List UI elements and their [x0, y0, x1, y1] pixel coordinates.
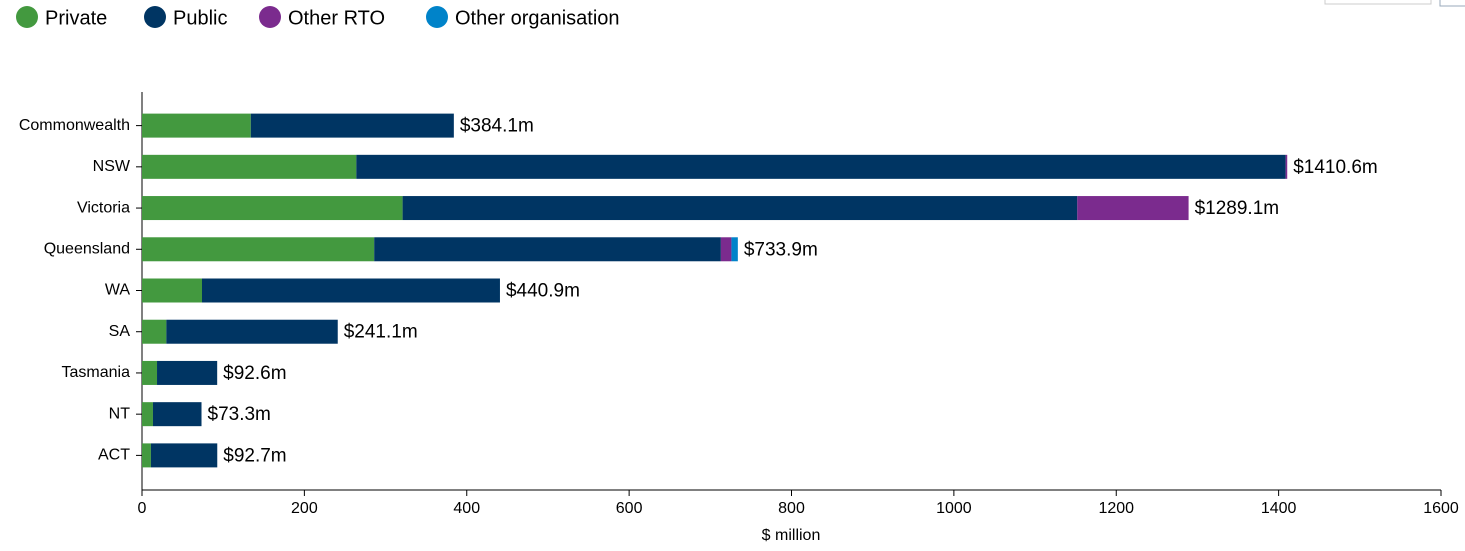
x-tick-label: 0: [138, 500, 147, 517]
bar-segment: [250, 113, 454, 138]
bar-segment: [374, 237, 721, 262]
y-tick-label: Commonwealth: [19, 117, 130, 134]
bar-segment: [142, 278, 202, 303]
bar-segment: [142, 113, 251, 138]
y-tick-label: SA: [109, 323, 131, 340]
bar-segment: [201, 278, 500, 303]
total-label: $384.1m: [460, 116, 534, 137]
legend-label: Private: [45, 7, 107, 29]
x-axis-label: $ million: [762, 527, 821, 544]
legend-label: Public: [173, 7, 227, 29]
total-label: $92.6m: [223, 363, 286, 384]
total-label: $241.1m: [344, 322, 418, 343]
y-tick-label: NT: [109, 405, 131, 422]
bar-segment: [152, 402, 202, 427]
x-tick-label: 400: [453, 500, 480, 517]
bar-segment: [356, 154, 1286, 179]
legend-swatch: [16, 6, 38, 28]
total-label: $733.9m: [744, 239, 818, 260]
bar-segment: [142, 319, 167, 344]
bar-segment: [150, 443, 218, 468]
bar-segment: [142, 360, 158, 385]
x-tick-label: 600: [616, 500, 643, 517]
total-label: $92.7m: [223, 445, 286, 466]
bar-segment: [166, 319, 338, 344]
bar-segment: [142, 154, 357, 179]
bar-segment: [720, 237, 732, 262]
legend-swatch: [144, 6, 166, 28]
bar-segment: [1077, 196, 1189, 221]
y-tick-label: Tasmania: [62, 364, 131, 381]
y-tick-label: Queensland: [44, 240, 130, 257]
bar-segment: [142, 443, 151, 468]
total-label: $73.3m: [208, 404, 271, 425]
legend-swatch: [259, 6, 281, 28]
x-tick-label: 1200: [1098, 500, 1134, 517]
bar-segment: [142, 237, 375, 262]
ui-input[interactable]: [1324, 0, 1432, 5]
x-tick-label: 200: [291, 500, 318, 517]
x-tick-label: 1400: [1261, 500, 1297, 517]
total-label: $1410.6m: [1293, 157, 1378, 178]
x-tick-label: 800: [778, 500, 805, 517]
total-label: $440.9m: [506, 281, 580, 302]
x-tick-label: 1000: [936, 500, 972, 517]
bar-segment: [157, 360, 218, 385]
bar-segment: [731, 237, 738, 262]
ui-button[interactable]: [1439, 0, 1465, 7]
y-tick-label: Victoria: [77, 199, 130, 216]
bar-segment: [1285, 154, 1288, 179]
legend-label: Other RTO: [288, 7, 385, 29]
bar-segment: [142, 196, 403, 221]
total-label: $1289.1m: [1195, 198, 1280, 219]
y-tick-label: WA: [105, 282, 131, 299]
y-tick-label: NSW: [93, 158, 131, 175]
legend-label: Other organisation: [455, 7, 620, 29]
x-tick-label: 1600: [1423, 500, 1459, 517]
legend-swatch: [426, 6, 448, 28]
y-tick-label: ACT: [98, 447, 130, 464]
bar-segment: [142, 402, 153, 427]
bar-segment: [402, 196, 1078, 221]
